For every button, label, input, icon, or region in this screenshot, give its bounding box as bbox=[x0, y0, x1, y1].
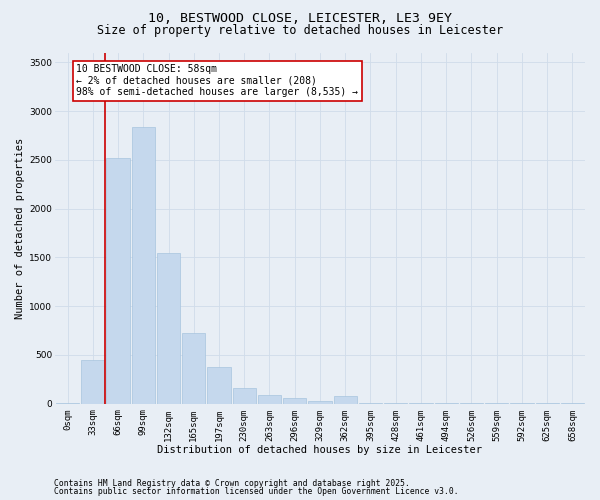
Bar bbox=[208, 366, 230, 404]
Bar bbox=[182, 332, 205, 404]
Bar bbox=[384, 402, 407, 404]
Text: Contains public sector information licensed under the Open Government Licence v3: Contains public sector information licen… bbox=[54, 487, 458, 496]
Bar bbox=[56, 402, 79, 404]
Bar bbox=[233, 388, 256, 404]
Bar bbox=[131, 126, 155, 404]
Text: Contains HM Land Registry data © Crown copyright and database right 2025.: Contains HM Land Registry data © Crown c… bbox=[54, 480, 410, 488]
Bar bbox=[81, 360, 104, 404]
Bar bbox=[334, 396, 357, 404]
Text: 10 BESTWOOD CLOSE: 58sqm
← 2% of detached houses are smaller (208)
98% of semi-d: 10 BESTWOOD CLOSE: 58sqm ← 2% of detache… bbox=[76, 64, 358, 98]
Y-axis label: Number of detached properties: Number of detached properties bbox=[15, 138, 25, 318]
Bar bbox=[106, 158, 130, 404]
Bar bbox=[157, 254, 180, 404]
Bar bbox=[359, 402, 382, 404]
X-axis label: Distribution of detached houses by size in Leicester: Distribution of detached houses by size … bbox=[157, 445, 482, 455]
Bar bbox=[308, 401, 332, 404]
Bar bbox=[258, 395, 281, 404]
Bar bbox=[283, 398, 307, 404]
Text: 10, BESTWOOD CLOSE, LEICESTER, LE3 9EY: 10, BESTWOOD CLOSE, LEICESTER, LE3 9EY bbox=[148, 12, 452, 24]
Text: Size of property relative to detached houses in Leicester: Size of property relative to detached ho… bbox=[97, 24, 503, 37]
